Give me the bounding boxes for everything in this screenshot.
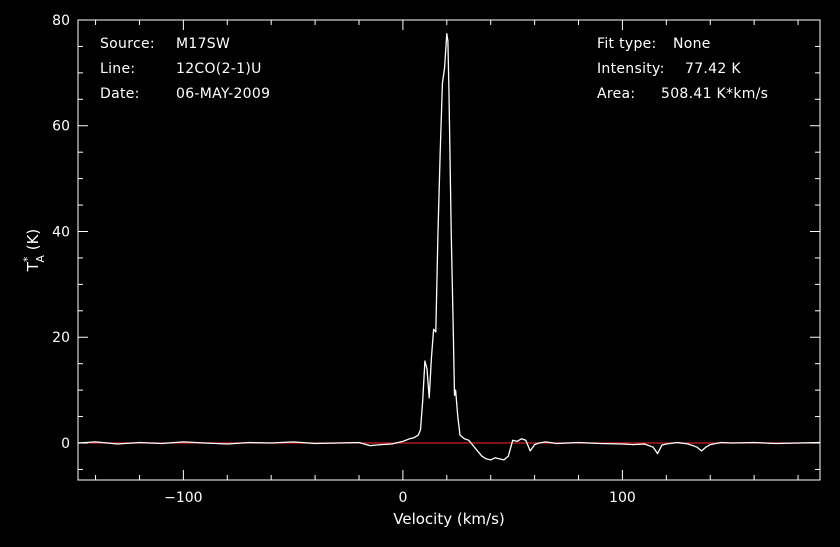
plot-frame	[77, 19, 821, 481]
date-value: 06-MAY-2009	[176, 86, 271, 102]
x-tick-label: 0	[398, 490, 407, 506]
y-axis-label-super: *	[21, 256, 34, 262]
y-axis-label-sub: A	[34, 255, 47, 263]
line-value: 12CO(2-1)U	[176, 61, 262, 77]
y-tick-label: 80	[52, 13, 70, 29]
y-tick-label: 20	[52, 330, 70, 346]
spectrum-line	[77, 33, 821, 461]
y-tick-label: 40	[52, 224, 70, 240]
y-tick-label: 0	[61, 436, 70, 452]
intensity-label: Intensity:	[597, 61, 665, 77]
y-axis-label-symbol: T	[24, 261, 42, 272]
source-value: M17SW	[176, 36, 231, 52]
fit-type-label: Fit type:	[597, 36, 657, 52]
y-tick-label: 60	[52, 119, 70, 135]
source-label: Source:	[100, 36, 155, 52]
svg-text:T*A (K): T*A (K)	[21, 229, 47, 273]
x-tick-label: −100	[164, 490, 202, 506]
intensity-value: 77.42 K	[685, 61, 741, 77]
x-axis-label: Velocity (km/s)	[393, 510, 504, 528]
y-axis-label: T*A (K)	[21, 229, 47, 273]
line-label: Line:	[100, 61, 136, 77]
date-label: Date:	[100, 86, 140, 102]
area-value: 508.41 K*km/s	[661, 86, 769, 102]
area-label: Area:	[597, 86, 636, 102]
x-tick-label: 100	[609, 490, 636, 506]
y-axis-label-unit: (K)	[24, 229, 42, 255]
fit-type-value: None	[673, 36, 711, 52]
